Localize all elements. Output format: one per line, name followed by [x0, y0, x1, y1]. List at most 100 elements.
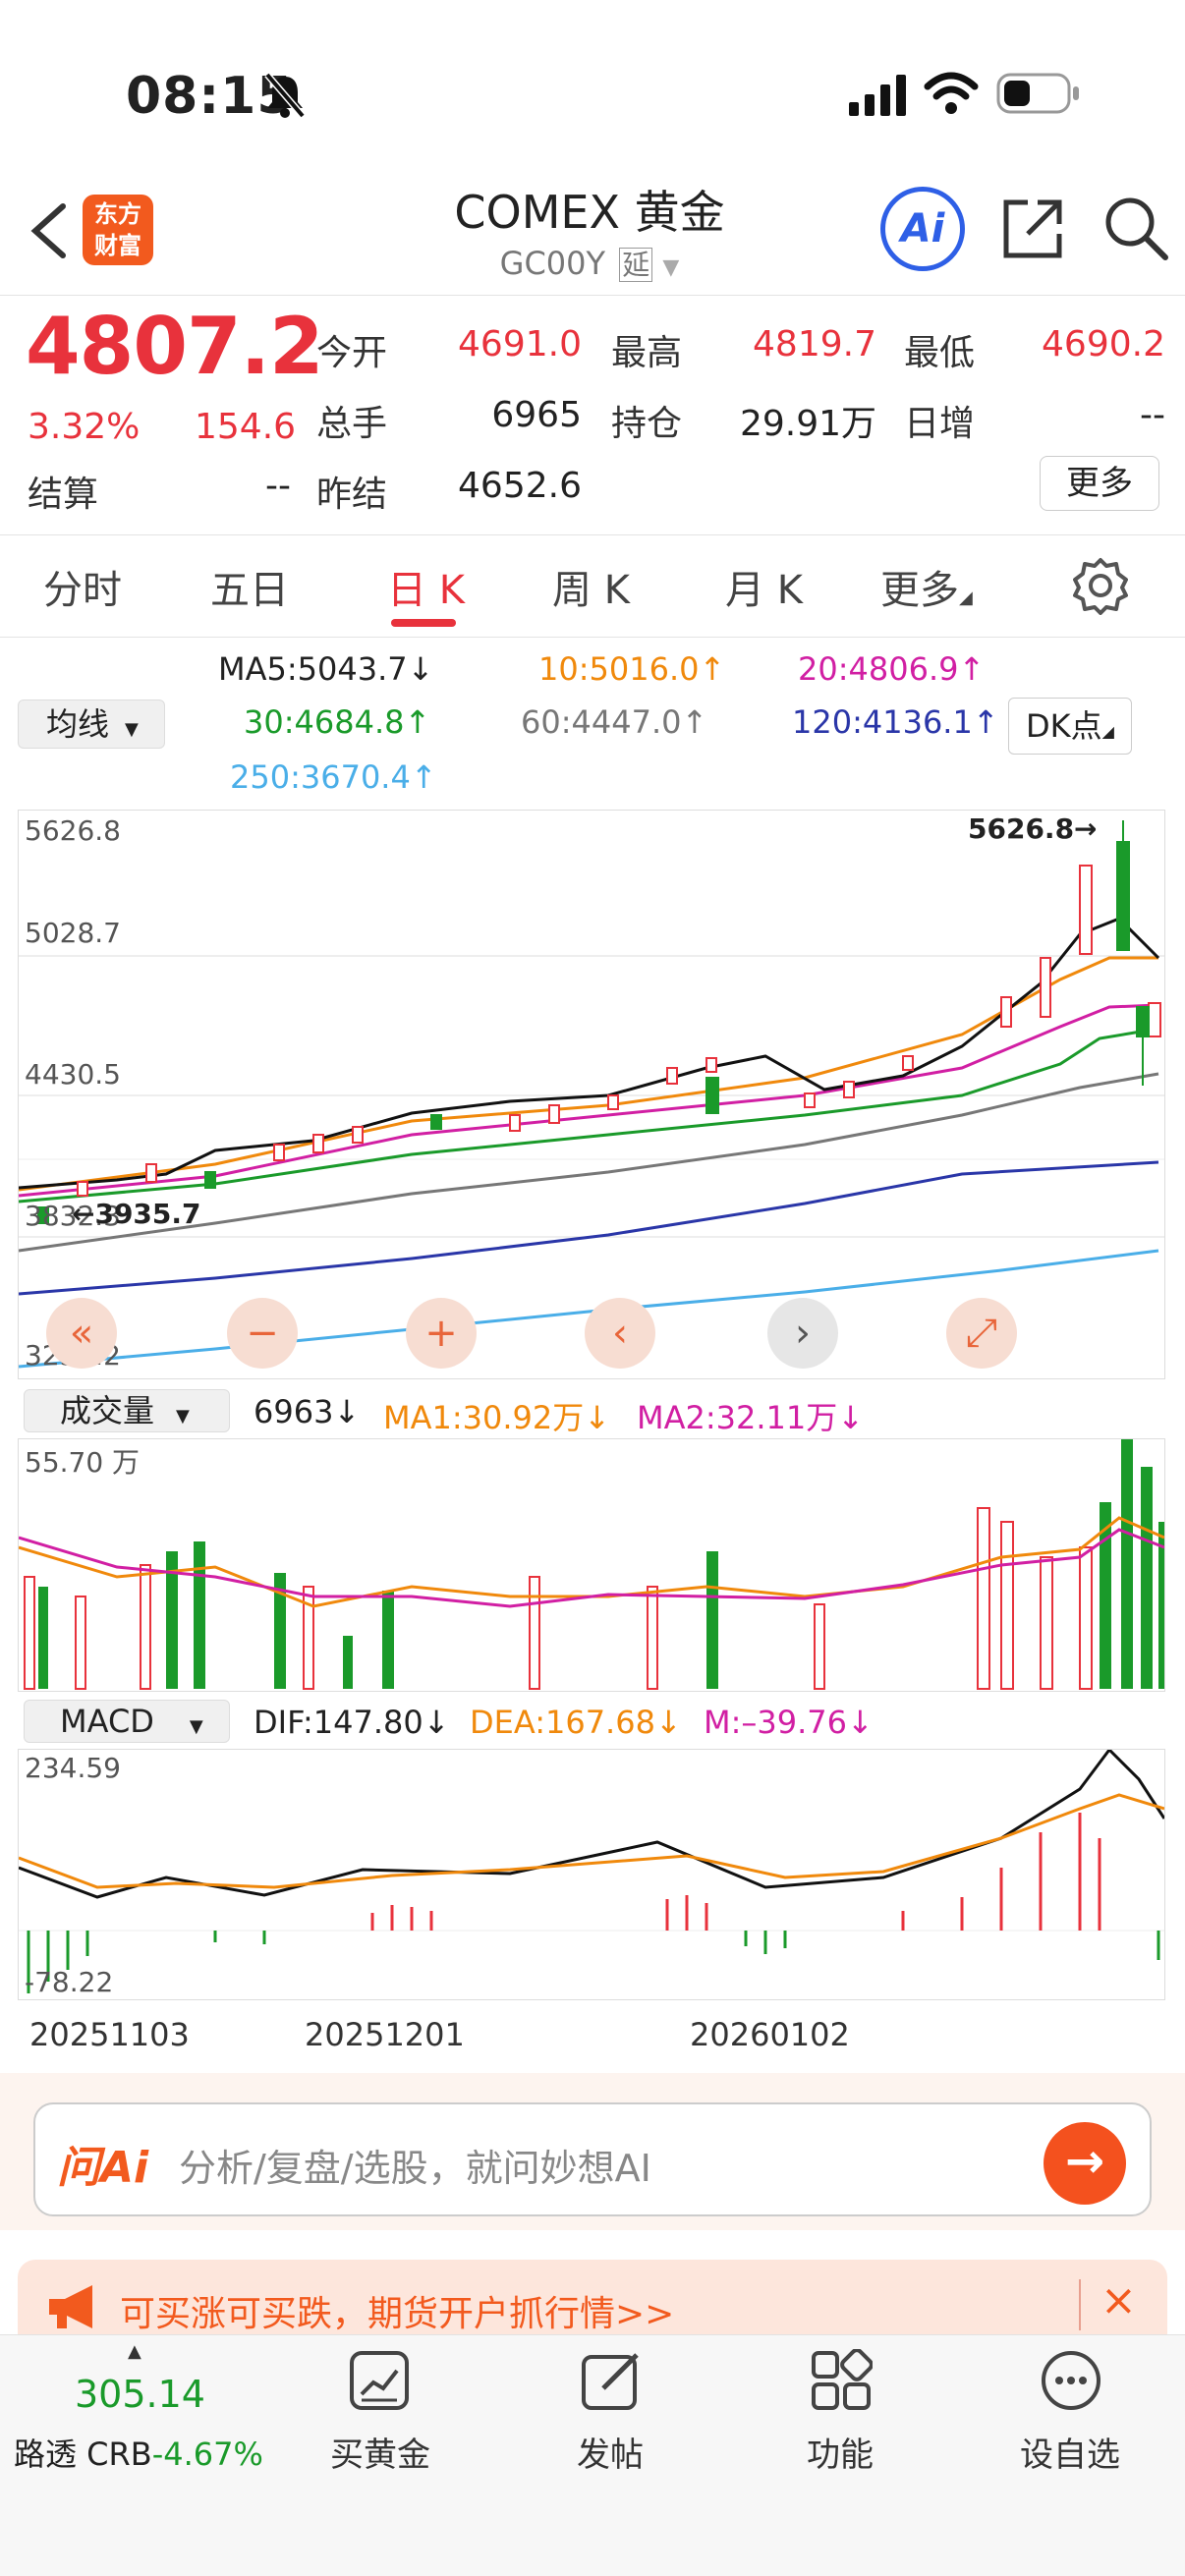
scroll-to-start-icon[interactable]: «: [46, 1298, 117, 1369]
search-icon[interactable]: [1100, 193, 1171, 263]
volume-current: 6963↓: [254, 1393, 361, 1430]
tab-five-day[interactable]: 五日: [210, 568, 289, 613]
settings-gear-icon[interactable]: [1071, 556, 1130, 615]
macd-dea: DEA:167.68↓: [470, 1704, 682, 1741]
promo-divider: [1079, 2279, 1081, 2330]
megaphone-icon: [49, 2285, 92, 2328]
tab-more[interactable]: 更多◢: [880, 568, 973, 613]
functions-grid-icon[interactable]: [810, 2349, 873, 2412]
position-value: 29.91万: [739, 404, 876, 444]
change-amount: 154.6: [195, 407, 297, 447]
wifi-icon: [924, 72, 979, 114]
volume-ma2: MA2:32.11万↓: [637, 1399, 865, 1436]
bottom-nav: ▲ 305.14 路透 CRB-4.67% 买黄金 发帖 功能 设自选: [0, 2334, 1185, 2576]
nav-add-watchlist[interactable]: 设自选: [1020, 2436, 1120, 2475]
macd-chart[interactable]: 234.59 -78.22: [18, 1749, 1165, 2000]
quote-divider: [0, 534, 1185, 535]
daily-inc-label: 日增: [904, 404, 976, 444]
active-tab-indicator: [391, 619, 456, 627]
ai-search-input[interactable]: 问Ai 分析/复盘/选股，就问妙想AI: [33, 2102, 1152, 2216]
volume-selector[interactable]: 成交量 ▼: [24, 1389, 230, 1432]
macd-dif: DIF:147.80↓: [254, 1704, 450, 1741]
y-label-4: 3832.3: [25, 1200, 121, 1232]
macd-selector[interactable]: MACD ▼: [24, 1700, 230, 1743]
low-marker: ←3935.7: [72, 1198, 201, 1230]
tab-daily-k[interactable]: 日 K: [387, 568, 465, 613]
zoom-out-icon[interactable]: −: [227, 1298, 298, 1369]
header-divider: [0, 295, 1185, 296]
change-percent: 3.32%: [28, 407, 141, 447]
battery-icon: [996, 73, 1079, 114]
page-title: COMEX 黄金: [454, 186, 725, 239]
prev-settle-label: 昨结: [316, 475, 388, 515]
kline-plot: [19, 820, 1164, 1369]
volume-value: 6965: [491, 395, 582, 435]
ma20-label: 20:4806.9↑: [798, 650, 986, 688]
ma5-label: MA5:5043.7↓: [218, 650, 434, 688]
nav-post[interactable]: 发帖: [577, 2436, 644, 2475]
last-price: 4807.2: [26, 301, 324, 392]
nav-functions[interactable]: 功能: [807, 2436, 874, 2475]
macd-m: M:–39.76↓: [704, 1704, 874, 1741]
volume-ma1: MA1:30.92万↓: [383, 1399, 611, 1436]
date-label-1: 20251103: [29, 2016, 190, 2053]
post-edit-icon[interactable]: [580, 2349, 643, 2412]
kline-chart[interactable]: 5626.8 5028.7 4430.5 3832.3 3234.2 5626.…: [18, 810, 1165, 1379]
y-label-2: 5028.7: [25, 917, 121, 949]
tab-intraday[interactable]: 分时: [43, 568, 122, 613]
ma10-label: 10:5016.0↑: [538, 650, 726, 688]
index-ticker[interactable]: 路透 CRB-4.67%: [14, 2436, 263, 2473]
low-label: 最低: [904, 333, 976, 373]
high-marker: 5626.8→: [968, 812, 1098, 845]
share-icon[interactable]: [998, 195, 1067, 263]
close-icon[interactable]: ×: [1100, 2275, 1137, 2325]
macd-plot: [19, 1750, 1164, 1993]
ma30-label: 30:4684.8↑: [244, 703, 431, 741]
more-dots-icon[interactable]: [1040, 2349, 1102, 2412]
date-label-3: 20260102: [690, 2016, 850, 2053]
y-label-max: 5626.8: [25, 814, 121, 847]
volume-y-max: 55.70 万: [25, 1446, 141, 1479]
dk-point-button[interactable]: DK点◢: [1008, 698, 1132, 755]
ma-selector[interactable]: 均线 ▼: [18, 700, 165, 749]
buy-gold-chart-icon[interactable]: [348, 2349, 411, 2412]
y-label-3: 4430.5: [25, 1058, 121, 1091]
app-logo: 东方 财富: [83, 195, 153, 265]
high-value: 4819.7: [753, 324, 876, 364]
daily-inc-value: --: [1140, 395, 1165, 435]
date-label-2: 20251201: [305, 2016, 465, 2053]
tab-monthly-k[interactable]: 月 K: [725, 568, 803, 613]
zoom-in-icon[interactable]: +: [406, 1298, 477, 1369]
chevron-down-icon: ▼: [662, 255, 680, 280]
ai-brand: 问Ai: [57, 2143, 149, 2193]
delay-tag: 延: [619, 248, 653, 282]
tab-weekly-k[interactable]: 周 K: [552, 568, 630, 613]
macd-y-max: 234.59: [25, 1752, 121, 1784]
promo-text: 可买涨可买跌，期货开户抓行情>>: [120, 2294, 675, 2334]
position-label: 持仓: [611, 404, 683, 444]
more-button[interactable]: 更多: [1040, 456, 1159, 511]
instrument-code[interactable]: GC00Y 延 ▼: [499, 245, 680, 282]
ai-button[interactable]: Ai: [880, 187, 965, 271]
caret-up-icon: ▲: [128, 2341, 141, 2362]
ma250-label: 250:3670.4↑: [230, 758, 437, 796]
open-label: 今开: [316, 333, 388, 373]
fullscreen-icon[interactable]: ⤢: [946, 1298, 1017, 1369]
scroll-left-icon[interactable]: ‹: [585, 1298, 655, 1369]
status-time: 08:15: [126, 67, 294, 126]
high-label: 最高: [611, 333, 683, 373]
volume-chart[interactable]: 55.70 万: [18, 1438, 1165, 1692]
mute-bell-icon: [264, 72, 306, 119]
macd-y-min: -78.22: [25, 1966, 114, 1998]
scroll-right-icon[interactable]: ›: [767, 1298, 838, 1369]
tabs-divider: [0, 637, 1185, 638]
back-arrow-icon[interactable]: [22, 196, 81, 265]
low-value: 4690.2: [1042, 324, 1165, 364]
volume-label: 总手: [316, 404, 388, 444]
prev-settle-value: 4652.6: [458, 466, 582, 506]
ai-submit-arrow-icon[interactable]: →: [1044, 2122, 1126, 2205]
ai-placeholder: 分析/复盘/选股，就问妙想AI: [179, 2147, 651, 2190]
index-value[interactable]: 305.14: [75, 2373, 205, 2416]
signal-icon: [849, 75, 906, 116]
nav-buy-gold[interactable]: 买黄金: [330, 2436, 430, 2475]
